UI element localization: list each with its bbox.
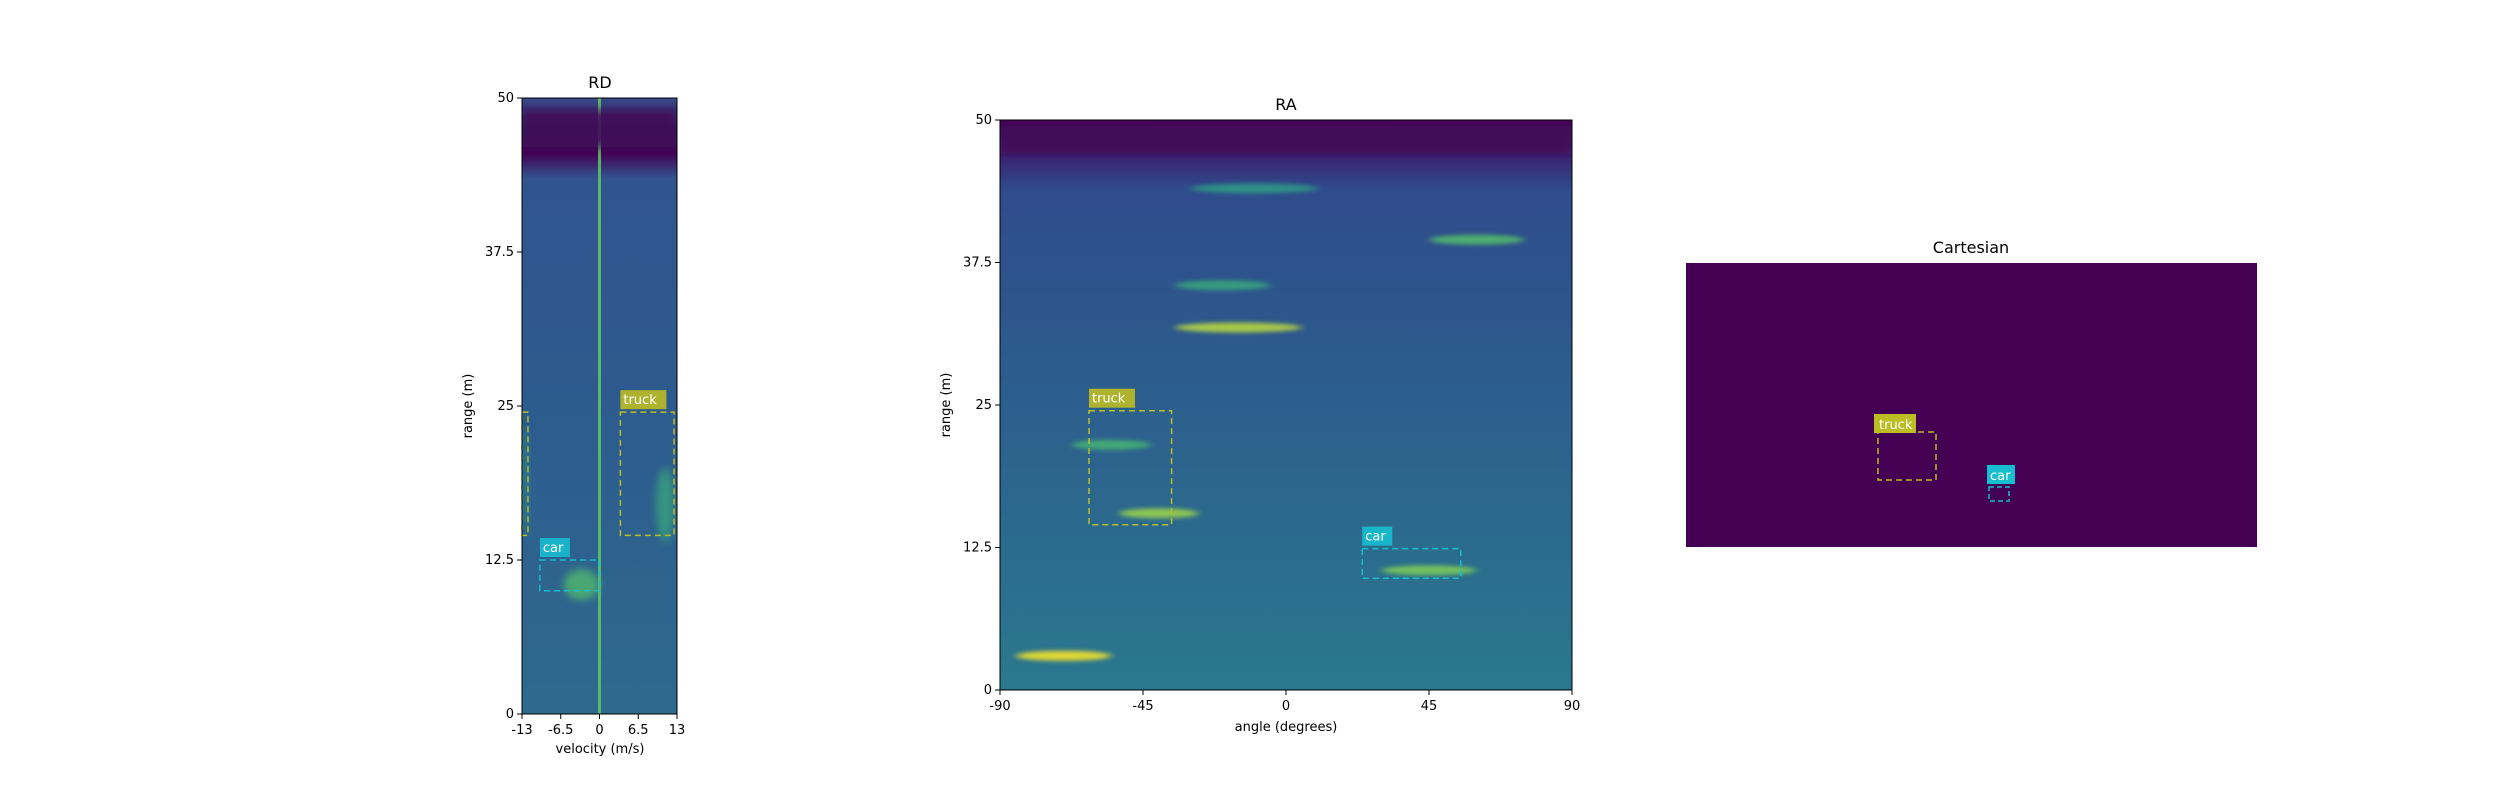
rd-heatmap-feature xyxy=(563,569,600,601)
ra-panel: RA truck car -90 -45 0 45 90 0 12.5 25 37.5 50 an… xyxy=(939,95,1580,735)
ra-heatmap-feature xyxy=(1381,565,1477,576)
rd-heatmap-feature xyxy=(522,424,528,536)
ra-detection-label-bg xyxy=(1088,388,1135,408)
ra-x-tick-label: 90 xyxy=(1564,699,1581,714)
cartesian-truck-box xyxy=(1877,431,1937,481)
rd-detection-label-bg xyxy=(539,538,570,557)
cartesian-title: Cartesian xyxy=(1933,238,2009,257)
rd-y-tick-label: 25 xyxy=(497,399,514,414)
ra-heatmap-feature xyxy=(1429,234,1525,245)
cartesian-car-label: car xyxy=(1990,469,2011,484)
cartesian-panel: Cartesian truck car xyxy=(1686,238,2257,547)
rd-y-axis-label: range (m) xyxy=(461,374,476,439)
rd-x-tick-label: 6.5 xyxy=(628,723,649,738)
rd-title: RD xyxy=(588,73,611,92)
ra-y-tick-label: 37.5 xyxy=(963,256,992,271)
ra-x-tick-label: 0 xyxy=(1282,699,1290,714)
rd-detection-label-bg xyxy=(620,390,667,410)
rd-detection-box xyxy=(539,559,601,592)
cartesian-background xyxy=(1686,263,2257,547)
rd-y-tick-label: 12.5 xyxy=(485,553,514,568)
ra-y-tick-label: 50 xyxy=(975,113,992,128)
rd-detection-box xyxy=(619,411,675,537)
rd-x-axis-label: velocity (m/s) xyxy=(556,742,645,757)
ra-heatmap-feature xyxy=(1174,280,1271,291)
rd-detection-box xyxy=(521,411,529,537)
rd-x-tick-label: -13 xyxy=(511,723,532,738)
cartesian-truck-label: truck xyxy=(1879,418,1913,433)
rd-y-tick-label: 50 xyxy=(497,91,514,106)
rd-x-tick-label: 13 xyxy=(669,723,686,738)
rd-detection-label-car: car xyxy=(543,541,564,556)
ra-y-axis-label: range (m) xyxy=(939,373,954,438)
ra-y-tick-label: 12.5 xyxy=(963,541,992,556)
ra-detection-label-truck: truck xyxy=(1092,392,1126,407)
rd-detection-label-truck: truck xyxy=(623,393,657,408)
ra-detection-label-car: car xyxy=(1365,530,1386,545)
ra-y-tick-label: 0 xyxy=(984,683,992,698)
ra-heatmap-feature xyxy=(1000,125,1572,155)
ra-y-tick-label: 25 xyxy=(975,398,992,413)
ra-x-axis-label: angle (degrees) xyxy=(1235,720,1338,735)
rd-heatmap-feature xyxy=(656,467,675,542)
ra-detection-box xyxy=(1361,547,1462,580)
rd-y-tick-label: 0 xyxy=(506,707,514,722)
rd-y-tick-label: 37.5 xyxy=(485,245,514,260)
ra-detection-box xyxy=(1088,409,1173,526)
ra-heatmap-feature xyxy=(1071,439,1151,450)
cartesian-truck-label-bg xyxy=(1874,414,1916,433)
ra-heatmap-feature xyxy=(1119,508,1199,519)
rd-heatmap-feature xyxy=(598,98,601,714)
ra-x-tick-label: -45 xyxy=(1132,699,1153,714)
ra-detection-label-bg xyxy=(1362,526,1393,546)
ra-heatmap-feature xyxy=(1015,650,1112,661)
rd-heatmap-feature xyxy=(522,110,677,148)
rd-x-tick-label: -6.5 xyxy=(548,723,573,738)
rd-x-tick-label: 0 xyxy=(595,723,603,738)
cartesian-car-label-bg xyxy=(1987,465,2015,484)
ra-x-tick-label: -90 xyxy=(989,699,1010,714)
ra-heatmap-background xyxy=(1000,120,1572,690)
ra-x-tick-label: 45 xyxy=(1421,699,1438,714)
ra-heatmap-feature xyxy=(1174,322,1302,333)
ra-heatmap-feature xyxy=(1190,183,1318,194)
ra-title: RA xyxy=(1275,95,1296,114)
cartesian-car-box xyxy=(1988,486,2010,502)
